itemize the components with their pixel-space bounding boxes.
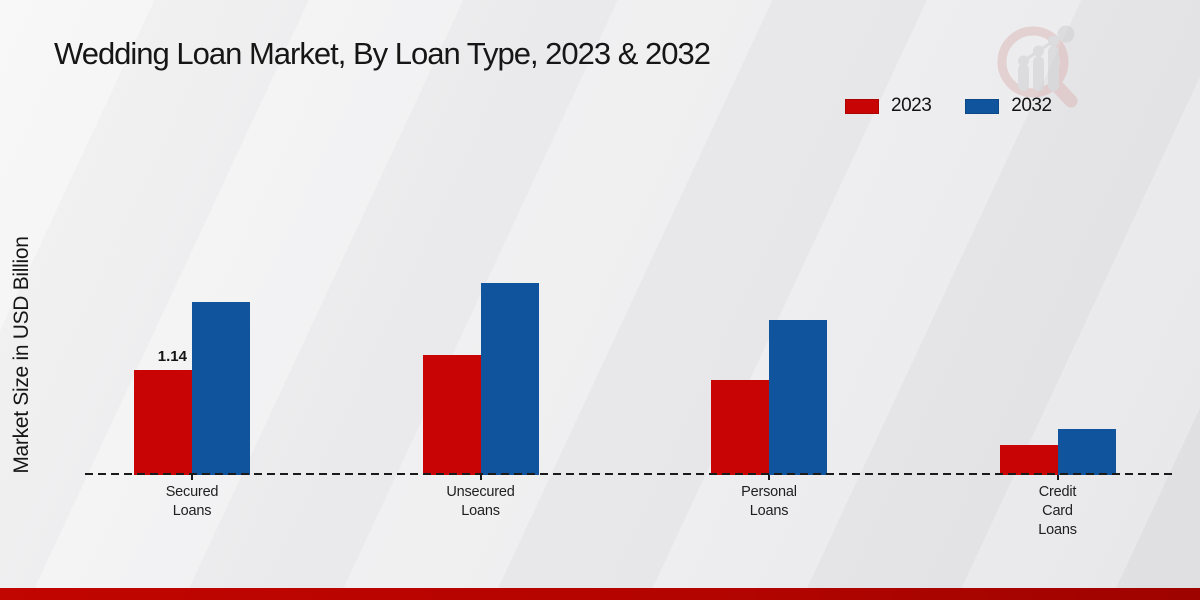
bar-value-label: 1.14 bbox=[157, 348, 187, 365]
bar-2032-personal-loans bbox=[769, 320, 827, 475]
bar-2032-secured-loans bbox=[192, 302, 250, 475]
bar-2023-secured-loans bbox=[134, 370, 192, 475]
bar-2032-credit-card-loans bbox=[1057, 429, 1116, 475]
x-tick-label-personal-loans: Personal Loans bbox=[741, 484, 797, 519]
x-axis-tick bbox=[768, 475, 770, 480]
chart-title: Wedding Loan Market, By Loan Type, 2023 … bbox=[54, 36, 711, 71]
x-axis-tick bbox=[191, 475, 193, 480]
bar-2023-personal-loans bbox=[711, 380, 769, 475]
bar-2023-credit-card-loans bbox=[999, 445, 1058, 475]
legend-item-2032: 2032 bbox=[965, 95, 1052, 117]
footer-accent-band bbox=[0, 588, 1200, 600]
bar-2023-unsecured-loans bbox=[422, 355, 481, 475]
x-axis-tick bbox=[1056, 475, 1059, 480]
legend-label-2032: 2032 bbox=[1011, 95, 1052, 116]
legend: 2023 2032 bbox=[845, 95, 1052, 117]
legend-swatch-2023 bbox=[845, 98, 879, 114]
x-tick-label-credit-card-loans: Credit Card Loans bbox=[1038, 484, 1077, 538]
x-tick-label-secured-loans: Secured Loans bbox=[165, 484, 219, 519]
legend-swatch-2032 bbox=[965, 98, 1000, 114]
magnifier-growth-logo-icon bbox=[997, 25, 1078, 108]
legend-label-2023: 2023 bbox=[891, 95, 932, 116]
bar-2032-unsecured-loans bbox=[480, 283, 539, 475]
legend-item-2023: 2023 bbox=[845, 95, 932, 117]
x-axis-baseline bbox=[85, 473, 1175, 475]
x-axis-tick bbox=[479, 475, 482, 480]
x-tick-label-unsecured-loans: Unsecured Loans bbox=[446, 484, 515, 519]
